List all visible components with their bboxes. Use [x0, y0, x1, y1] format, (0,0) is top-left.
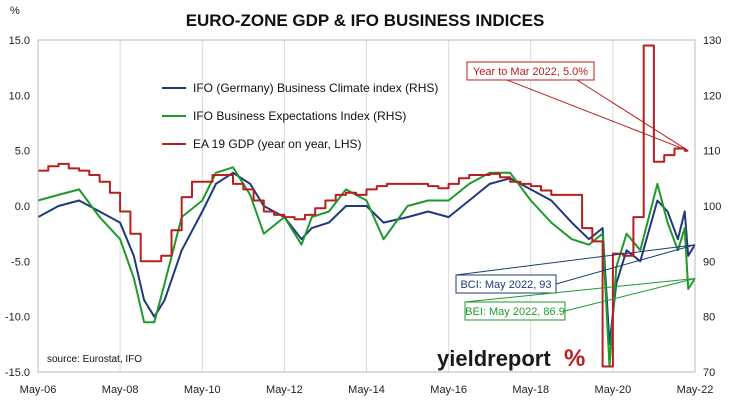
x-tick-label: May-12: [266, 384, 303, 396]
brand-percent-mark: %: [564, 345, 585, 372]
left-axis-ticks: 15.0 10.0 5.0 0.0 -5.0 -10.0 -15.0: [5, 35, 30, 379]
right-tick-label: 130: [703, 35, 721, 47]
right-tick-label: 110: [703, 146, 721, 158]
brand-logo: yieldreport %: [437, 345, 585, 372]
legend-label: EA 19 GDP (year on year, LHS): [193, 137, 362, 151]
callout-leader: [564, 278, 696, 312]
legend: IFO (Germany) Business Climate index (RH…: [162, 81, 438, 151]
series-line-2: [38, 44, 689, 368]
left-tick-label: 10.0: [9, 90, 30, 102]
annotation-callout: BEI: May 2022, 86.9: [464, 277, 696, 321]
x-axis-ticks: May-06 May-08 May-10 May-12 May-14 May-16 May-…: [20, 384, 714, 396]
callout-leader: [576, 79, 689, 152]
x-tick-label: May-14: [348, 384, 385, 396]
callout-leader: [506, 79, 689, 152]
legend-label: IFO Business Expectations Index (RHS): [193, 109, 406, 123]
callout-box: [466, 61, 595, 81]
right-tick-label: 70: [703, 367, 715, 379]
x-tick-label: May-16: [430, 384, 467, 396]
left-tick-label: 15.0: [9, 35, 30, 47]
callout-leader: [455, 244, 696, 276]
x-tick-label: May-20: [595, 384, 632, 396]
left-tick-label: 5.0: [15, 146, 30, 158]
left-tick-label: -15.0: [5, 367, 30, 379]
x-tick-label: May-18: [512, 384, 549, 396]
annotation-callout: Year to Mar 2022, 5.0%: [466, 61, 689, 152]
x-tick-label: May-06: [20, 384, 57, 396]
legend-label: IFO (Germany) Business Climate index (RH…: [193, 81, 438, 95]
left-tick-label: -10.0: [5, 312, 30, 324]
callout-leader: [555, 244, 696, 285]
chart-title: EURO-ZONE GDP & IFO BUSINESS INDICES: [186, 11, 545, 30]
left-axis-unit: %: [10, 5, 20, 17]
callout-text: Year to Mar 2022, 5.0%: [473, 66, 588, 78]
series-line-1: [37, 166, 696, 368]
left-tick-label: 0.0: [15, 201, 30, 213]
left-tick-label: -5.0: [11, 256, 30, 268]
x-tick-label: May-10: [184, 384, 221, 396]
right-tick-label: 80: [703, 312, 715, 324]
callout-leader: [464, 277, 696, 303]
series-lines: [37, 44, 696, 368]
right-axis-ticks: 130 120 110 100 90 80 70: [703, 35, 721, 379]
x-tick-label: May-22: [677, 384, 714, 396]
annotations: Year to Mar 2022, 5.0% BCI: May 2022, 93 B…: [455, 61, 696, 321]
callout-text: BCI: May 2022, 93: [460, 279, 551, 291]
right-tick-label: 120: [703, 90, 721, 102]
series-line-0: [37, 171, 696, 346]
annotation-callout: BCI: May 2022, 93: [455, 244, 696, 294]
right-tick-label: 100: [703, 201, 721, 213]
callout-box: [464, 301, 566, 321]
plot-frame: [37, 39, 696, 373]
brand-wordmark: yieldreport: [437, 346, 551, 371]
x-tick-label: May-08: [102, 384, 139, 396]
callout-box: [455, 274, 557, 294]
callout-text: BEI: May 2022, 86.9: [465, 306, 565, 318]
right-tick-label: 90: [703, 256, 715, 268]
source-note: source: Eurostat, IFO: [47, 354, 142, 365]
